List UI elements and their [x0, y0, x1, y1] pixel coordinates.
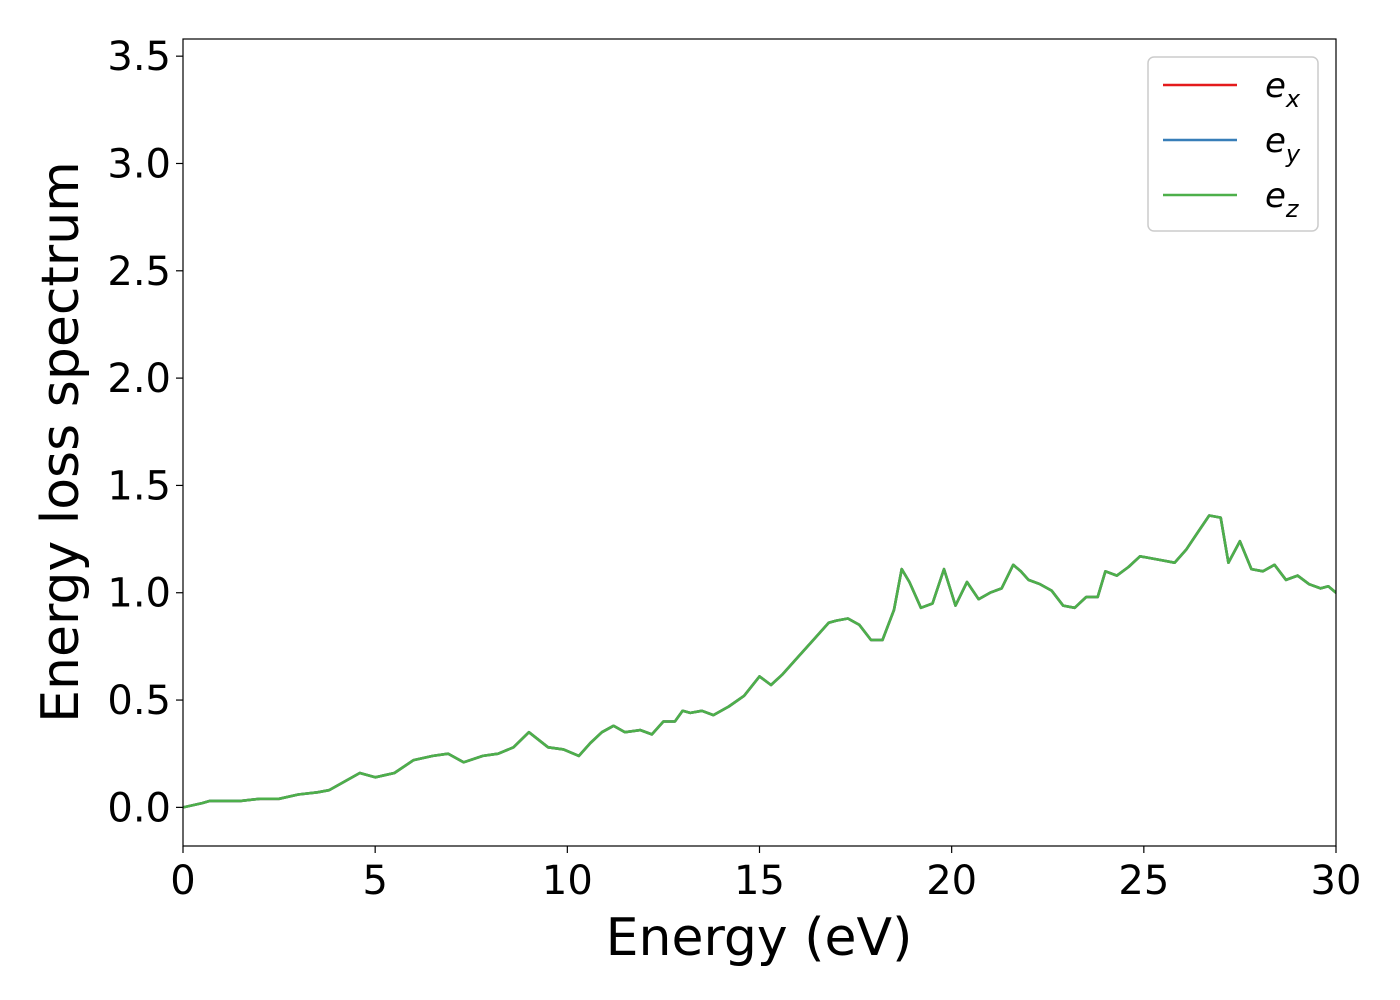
legend-label-base: e: [1265, 176, 1286, 216]
legend-label-base: e: [1265, 121, 1286, 161]
x-tick-label: 10: [542, 858, 593, 904]
series-group: [183, 514, 1336, 809]
y-tick-label: 1.0: [107, 571, 171, 617]
legend-label-z: ez: [1265, 176, 1300, 223]
x-axis: 0 5 10 15 20 25 30: [170, 846, 1361, 904]
y-tick-label: 0.0: [107, 785, 171, 831]
x-tick-label: 30: [1311, 858, 1362, 904]
plot-area: [183, 39, 1336, 846]
x-tick-label: 15: [734, 858, 785, 904]
y-axis: 0.0 0.5 1.0 1.5 2.0 2.5 3.0 3.5: [107, 34, 183, 831]
y-tick-label: 3.5: [107, 34, 171, 80]
legend-label-sub: y: [1285, 140, 1301, 168]
x-axis-title: Energy (eV): [606, 908, 913, 968]
legend-label-sub: x: [1285, 85, 1301, 113]
legend-label-base: e: [1265, 66, 1286, 106]
legend-label-sub: z: [1285, 195, 1300, 223]
y-tick-label: 3.0: [107, 141, 171, 187]
y-tick-label: 2.5: [107, 249, 171, 295]
legend-label-x: ex: [1265, 66, 1301, 113]
series-line-z: [183, 514, 1336, 809]
y-tick-label: 0.5: [107, 678, 171, 724]
y-axis-title: Energy loss spectrum: [31, 161, 91, 723]
y-tick-label: 2.0: [107, 356, 171, 402]
x-tick-label: 5: [362, 858, 387, 904]
legend-label-y: ey: [1265, 121, 1301, 168]
x-tick-label: 20: [926, 858, 977, 904]
x-tick-label: 25: [1118, 858, 1169, 904]
legend-box: [1147, 56, 1319, 232]
y-tick-label: 1.5: [107, 463, 171, 509]
x-tick-label: 0: [170, 858, 195, 904]
